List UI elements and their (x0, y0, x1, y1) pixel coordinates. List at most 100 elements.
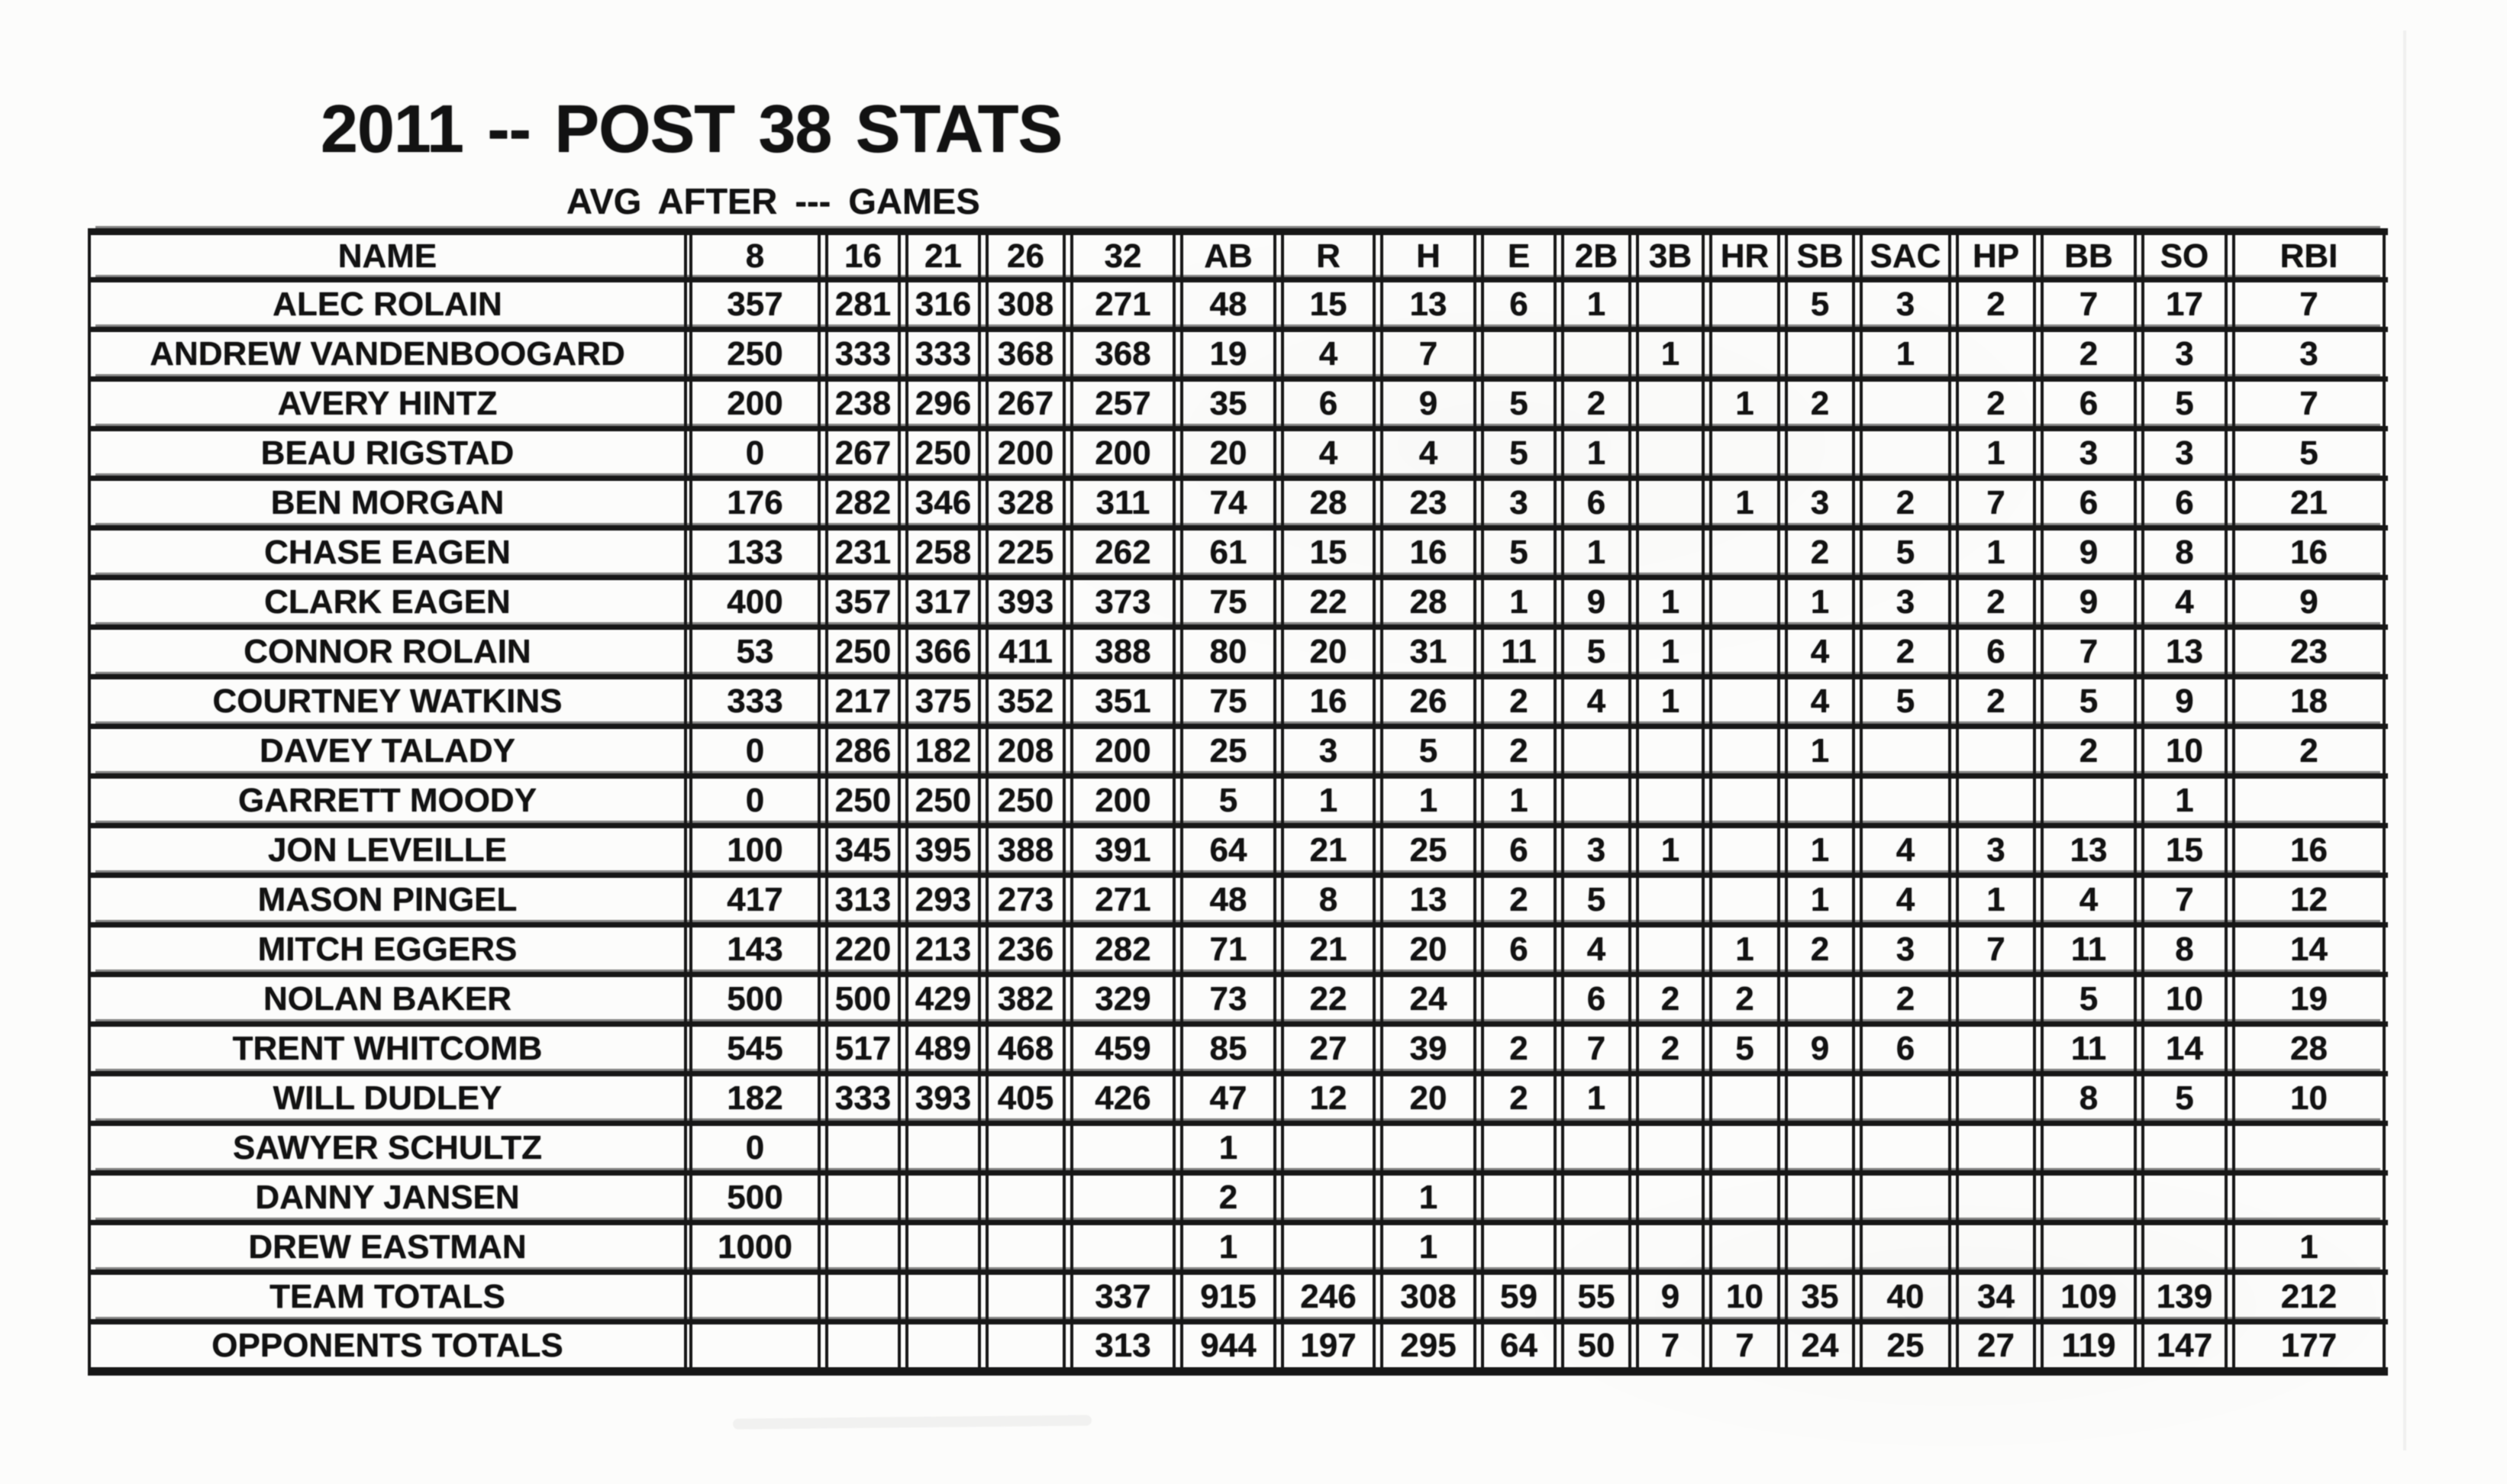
stat-cell: 22 (1281, 977, 1376, 1021)
stat-cell: 3 (1860, 282, 1951, 327)
stat-cell: 21 (1281, 828, 1376, 873)
stat-cell: 0 (689, 1126, 821, 1170)
stat-cell: 5 (1481, 382, 1557, 426)
stat-name-cell: BEAU RIGSTAD (88, 431, 687, 476)
stat-cell: 1 (2141, 779, 2228, 823)
table-row: TEAM TOTALS 337 915 246 308 59 55 9 10 35 40 34 109 1… (88, 1269, 2388, 1319)
stat-cell: 1 (1180, 1225, 1276, 1269)
stat-cell: 3 (2232, 332, 2386, 376)
stat-cell: 1 (1281, 779, 1376, 823)
stat-name-cell: SAWYER SCHULTZ (88, 1126, 687, 1170)
stat-cell (1481, 977, 1557, 1021)
stat-cell: 73 (1180, 977, 1276, 1021)
stat-cell: 391 (1070, 828, 1176, 873)
stat-cell: 6 (1561, 977, 1631, 1021)
stat-cell: 4 (1860, 878, 1951, 922)
stat-cell (986, 1126, 1066, 1170)
stat-cell: 55 (1561, 1275, 1631, 1319)
stat-cell (1636, 431, 1705, 476)
stat-cell: 286 (825, 729, 901, 773)
stat-cell: 13 (1380, 878, 1476, 922)
stat-cell: 5 (2041, 977, 2137, 1021)
stat-cell: 25 (1180, 729, 1276, 773)
stat-cell (1070, 1126, 1176, 1170)
scan-fold-artifact (2403, 31, 2406, 1450)
stat-cell: 7 (2041, 282, 2137, 327)
stat-cell (1636, 531, 1705, 575)
stat-cell: 281 (825, 282, 901, 327)
stat-cell: 17 (2141, 282, 2228, 327)
stat-cell (1956, 332, 2036, 376)
stat-cell: 2 (1860, 977, 1951, 1021)
stat-cell: 1 (1636, 630, 1705, 674)
stat-cell: 8 (2141, 928, 2228, 972)
stat-cell: 3 (1860, 580, 1951, 624)
stat-cell: 273 (986, 878, 1066, 922)
stat-cell: 1 (1380, 1176, 1476, 1220)
stat-cell: 16 (1281, 679, 1376, 724)
stat-cell: 24 (1785, 1324, 1855, 1367)
stat-cell: 8 (2041, 1076, 2137, 1121)
stat-cell: 28 (1380, 580, 1476, 624)
stat-cell (2141, 1126, 2228, 1170)
header-cell: HP (1956, 235, 2036, 277)
stat-cell: 7 (2232, 382, 2386, 426)
stat-cell: 3 (2141, 332, 2228, 376)
stat-cell: 20 (1281, 630, 1376, 674)
stat-cell: 395 (905, 828, 981, 873)
stat-cell: 23 (1380, 481, 1476, 525)
scan-smudge-artifact (732, 1415, 1092, 1430)
stat-cell: 15 (1281, 531, 1376, 575)
stat-cell (1281, 1225, 1376, 1269)
stat-cell: 7 (1956, 481, 2036, 525)
stat-cell: 250 (825, 779, 901, 823)
stat-cell (1636, 481, 1705, 525)
header-cell: AB (1180, 235, 1276, 277)
stat-cell: 200 (1070, 729, 1176, 773)
stat-cell: 250 (825, 630, 901, 674)
stat-cell (1709, 878, 1780, 922)
stat-cell: 366 (905, 630, 981, 674)
stat-cell: 9 (2041, 531, 2137, 575)
stat-cell: 5 (1709, 1027, 1780, 1071)
stat-name-cell: TRENT WHITCOMB (88, 1027, 687, 1071)
stat-cell: 61 (1180, 531, 1276, 575)
header-cell: 3B (1636, 235, 1705, 277)
stat-cell: 2 (1180, 1176, 1276, 1220)
stat-cell: 944 (1180, 1324, 1276, 1367)
table-row: NOLAN BAKER 500 500 429 382 329 73 22 24 6 2 2 2 5 10 1… (88, 972, 2388, 1021)
stat-cell: 217 (825, 679, 901, 724)
stat-cell (1860, 779, 1951, 823)
header-cell: E (1481, 235, 1557, 277)
table-row: TRENT WHITCOMB 545 517 489 468 459 85 27 39 2 7 2 5 9… (88, 1021, 2388, 1071)
table-row: CONNOR ROLAIN 53 250 366 411 388 80 20 31 11 5 1 4 2 6… (88, 624, 2388, 674)
stat-cell: 47 (1180, 1076, 1276, 1121)
stat-name-cell: DANNY JANSEN (88, 1176, 687, 1220)
stat-cell (1956, 1225, 2036, 1269)
stat-cell: 329 (1070, 977, 1176, 1021)
stat-cell (1709, 282, 1780, 327)
stat-cell: 375 (905, 679, 981, 724)
stat-cell: 5 (1860, 679, 1951, 724)
stat-cell: 24 (1380, 977, 1476, 1021)
stat-name-cell: NOLAN BAKER (88, 977, 687, 1021)
stat-cell: 35 (1785, 1275, 1855, 1319)
stat-cell (689, 1324, 821, 1367)
stat-cell: 373 (1070, 580, 1176, 624)
stat-cell: 411 (986, 630, 1066, 674)
stat-cell: 3 (1561, 828, 1631, 873)
table-row: DREW EASTMAN 1000 1 1 1 (88, 1220, 2388, 1269)
stat-cell: 9 (1561, 580, 1631, 624)
stat-cell: 257 (1070, 382, 1176, 426)
stat-cell (1860, 431, 1951, 476)
stat-cell (1380, 1126, 1476, 1170)
stat-cell (1956, 977, 2036, 1021)
stat-cell (1636, 878, 1705, 922)
stat-cell: 2 (1481, 1076, 1557, 1121)
stat-cell (2041, 1176, 2137, 1220)
header-cell: BB (2041, 235, 2137, 277)
stat-cell: 337 (1070, 1275, 1176, 1319)
stat-cell: 1 (1561, 531, 1631, 575)
header-cell: H (1380, 235, 1476, 277)
stat-cell: 1 (1785, 580, 1855, 624)
